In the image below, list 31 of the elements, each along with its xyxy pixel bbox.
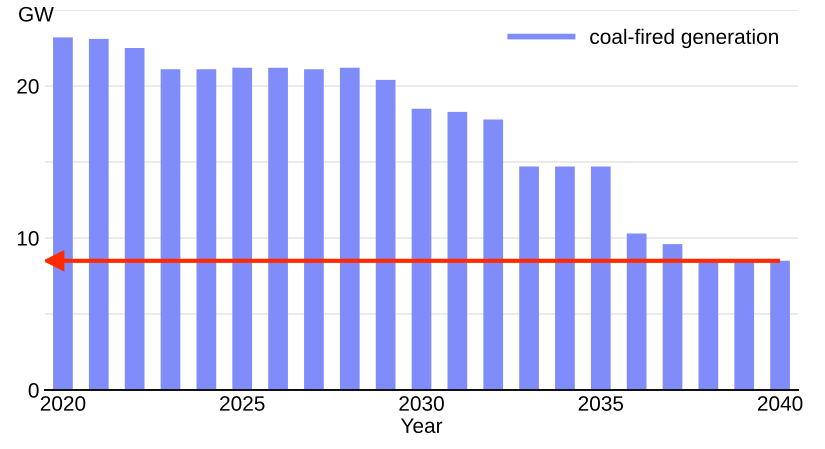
bar: [340, 68, 360, 390]
x-tick-label: 2030: [399, 396, 444, 411]
bar: [88, 38, 109, 390]
bar: [770, 260, 790, 390]
bar: [483, 119, 504, 390]
y-tick-label: 0: [28, 383, 39, 398]
bar: [124, 48, 145, 390]
bar: [734, 260, 754, 390]
bar: [268, 68, 288, 390]
bar: [555, 166, 575, 390]
x-tick-label: 2035: [578, 396, 624, 411]
bar: [196, 69, 216, 390]
legend-label: coal-fired generation: [590, 28, 778, 48]
bar: [626, 233, 647, 390]
bar: [698, 260, 718, 390]
bar: [590, 166, 611, 390]
bar: [662, 244, 682, 390]
y-tick-label: 10: [18, 231, 39, 246]
bar: [232, 68, 252, 390]
x-tick-label: 2020: [40, 396, 86, 411]
x-axis-title: Year: [400, 418, 442, 434]
bar: [447, 112, 468, 390]
bar: [376, 80, 396, 390]
x-tick-label: 2025: [220, 396, 265, 411]
bar: [160, 69, 180, 390]
bar: [519, 166, 539, 390]
y-axis-title: GW: [19, 6, 54, 22]
bar: [304, 69, 324, 390]
y-tick-label: 20: [17, 79, 39, 94]
bar: [412, 108, 432, 390]
x-tick-label: 2040: [758, 396, 802, 411]
